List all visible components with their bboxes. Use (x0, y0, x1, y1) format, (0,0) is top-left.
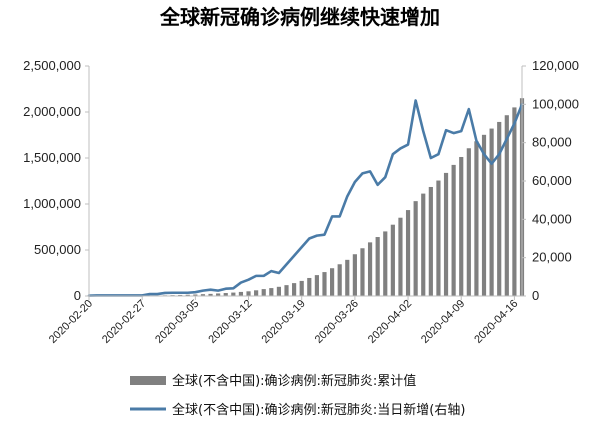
bar (314, 275, 319, 296)
x-tick-label: 2020-02-27 (100, 298, 148, 346)
x-tick-label: 2020-04-09 (419, 298, 467, 346)
bar (292, 283, 297, 296)
bar (254, 290, 259, 296)
bar (413, 201, 418, 296)
bar (193, 294, 198, 296)
bar (436, 180, 441, 296)
legend-label-line: 全球(不含中国):确诊病例:新冠肺炎:当日新增(右轴) (172, 402, 465, 418)
bar (238, 291, 244, 296)
bar (466, 148, 471, 296)
right-tick-label: 20,000 (532, 250, 572, 265)
bar (390, 224, 395, 296)
bar (398, 217, 403, 296)
right-tick-label: 0 (532, 288, 539, 303)
bar (405, 210, 411, 296)
right-tick-label: 40,000 (532, 211, 572, 226)
x-tick-label: 2020-03-05 (153, 298, 201, 346)
bar (360, 248, 365, 296)
x-tick-label: 2020-04-16 (472, 298, 520, 346)
chart-title: 全球新冠确诊病例继续快速增加 (159, 5, 440, 29)
bar (337, 264, 342, 296)
x-tick-label: 2020-03-26 (313, 298, 361, 346)
bar (322, 272, 327, 296)
bar (284, 285, 289, 296)
bar (512, 107, 517, 297)
bar (307, 277, 312, 296)
bar (474, 141, 479, 296)
bar (383, 231, 388, 296)
bar (443, 172, 449, 296)
bar (459, 156, 464, 296)
right-tick-label: 60,000 (532, 173, 572, 188)
bar (352, 254, 357, 296)
bar (299, 280, 304, 296)
bar (216, 293, 221, 296)
legend-label-bar: 全球(不含中国):确诊病例:新冠肺炎:累计值 (172, 373, 416, 389)
left-tick-label: 2,500,000 (23, 58, 81, 73)
legend: 全球(不含中国):确诊病例:新冠肺炎:累计值全球(不含中国):确诊病例:新冠肺炎… (130, 373, 465, 418)
bar (178, 294, 183, 296)
bar (208, 293, 213, 296)
x-tick-label: 2020-03-12 (206, 298, 254, 346)
bar (345, 259, 350, 296)
series-line (87, 99, 524, 297)
x-tick-label: 2020-02-20 (47, 298, 95, 346)
bar (504, 115, 509, 296)
bar (497, 121, 502, 296)
left-tick-label: 1,000,000 (23, 196, 81, 211)
right-tick-label: 100,000 (532, 96, 579, 111)
bar (185, 294, 190, 296)
left-tick-label: 500,000 (34, 242, 81, 257)
axes: 0 500,000 1,000,000 1,500,000 2,000,000 2,500… (23, 58, 579, 346)
line-series (87, 99, 524, 297)
bar (421, 193, 426, 296)
bar (375, 237, 380, 296)
bar (481, 134, 487, 296)
legend-swatch-bar (130, 376, 166, 385)
bar (276, 286, 282, 296)
bar (329, 268, 335, 296)
right-tick-label: 120,000 (532, 58, 579, 73)
bar (200, 294, 206, 296)
bar (489, 128, 494, 296)
bar (246, 291, 251, 296)
left-tick-label: 1,500,000 (23, 150, 81, 165)
bar (223, 293, 228, 296)
left-tick-label: 0 (74, 288, 81, 303)
bar (231, 292, 236, 296)
bar (269, 288, 274, 296)
bar (261, 289, 266, 296)
bar (428, 186, 433, 296)
x-tick-label: 2020-04-02 (366, 298, 414, 346)
x-tick-label: 2020-03-19 (260, 298, 308, 346)
left-tick-label: 2,000,000 (23, 104, 81, 119)
bar (451, 164, 456, 296)
right-tick-label: 80,000 (532, 135, 572, 150)
bar (367, 242, 373, 296)
bar-series (86, 98, 525, 297)
